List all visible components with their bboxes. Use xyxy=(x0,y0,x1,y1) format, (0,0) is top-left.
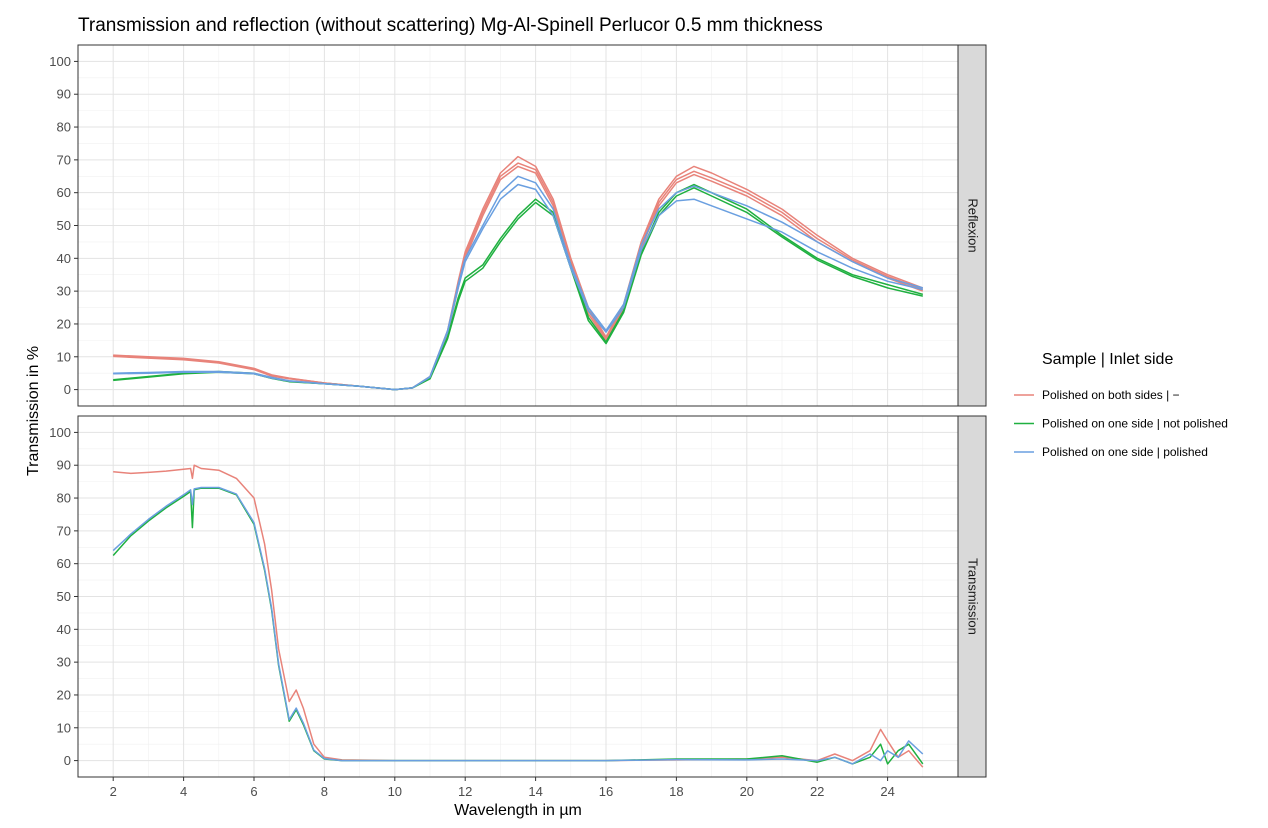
y-tick-label: 80 xyxy=(57,120,71,135)
y-tick-label: 100 xyxy=(49,54,71,69)
y-tick-label: 80 xyxy=(57,491,71,506)
x-axis-title: Wavelength in µm xyxy=(454,802,582,819)
x-tick-label: 4 xyxy=(180,784,187,799)
legend-label-0: Polished on both sides | − xyxy=(1042,388,1180,402)
y-tick-label: 60 xyxy=(57,556,71,571)
y-tick-label: 40 xyxy=(57,622,71,637)
y-tick-label: 90 xyxy=(57,458,71,473)
x-tick-label: 14 xyxy=(528,784,542,799)
x-tick-label: 8 xyxy=(321,784,328,799)
y-tick-label: 10 xyxy=(57,720,71,735)
x-tick-label: 6 xyxy=(250,784,257,799)
chart-title: Transmission and reflection (without sca… xyxy=(78,15,823,36)
facet-strip-label: Transmission xyxy=(966,558,981,635)
y-tick-label: 70 xyxy=(57,523,71,538)
series-line-reflexion-2 xyxy=(113,165,924,391)
panel-transmission xyxy=(74,415,987,778)
y-tick-label: 30 xyxy=(57,655,71,670)
legend-title: Sample | Inlet side xyxy=(1042,351,1173,368)
y-tick-label: 0 xyxy=(64,753,71,768)
x-tick-label: 24 xyxy=(880,784,894,799)
y-tick-label: 50 xyxy=(57,589,71,604)
y-tick-label: 10 xyxy=(57,349,71,364)
facet-strip xyxy=(957,44,987,407)
y-tick-label: 20 xyxy=(57,687,71,702)
series-line-transmission-2 xyxy=(112,486,924,765)
x-tick-label: 20 xyxy=(740,784,754,799)
x-tick-label: 22 xyxy=(810,784,824,799)
series-line-transmission-0 xyxy=(113,464,924,768)
y-tick-label: 70 xyxy=(57,152,71,167)
y-tick-label: 90 xyxy=(57,87,71,102)
x-tick-label: 16 xyxy=(599,784,613,799)
x-tick-label: 2 xyxy=(110,784,117,799)
y-tick-label: 30 xyxy=(57,284,71,299)
facet-strip xyxy=(957,415,987,778)
x-tick-label: 10 xyxy=(388,784,402,799)
legend-label-1: Polished on one side | not polished xyxy=(1042,417,1228,431)
x-tick-label: 18 xyxy=(669,784,683,799)
panel-reflexion xyxy=(74,44,987,407)
y-tick-label: 20 xyxy=(57,316,71,331)
y-axis-title: Transmission in % xyxy=(25,346,42,476)
y-tick-label: 60 xyxy=(57,185,71,200)
facet-strip-label: Reflexion xyxy=(966,198,981,252)
y-tick-label: 100 xyxy=(49,425,71,440)
y-tick-label: 50 xyxy=(57,218,71,233)
y-tick-label: 40 xyxy=(57,251,71,266)
x-tick-label: 12 xyxy=(458,784,472,799)
series-line-reflexion-6 xyxy=(113,183,923,391)
legend-label-2: Polished on one side | polished xyxy=(1042,445,1208,459)
y-tick-label: 0 xyxy=(64,382,71,397)
